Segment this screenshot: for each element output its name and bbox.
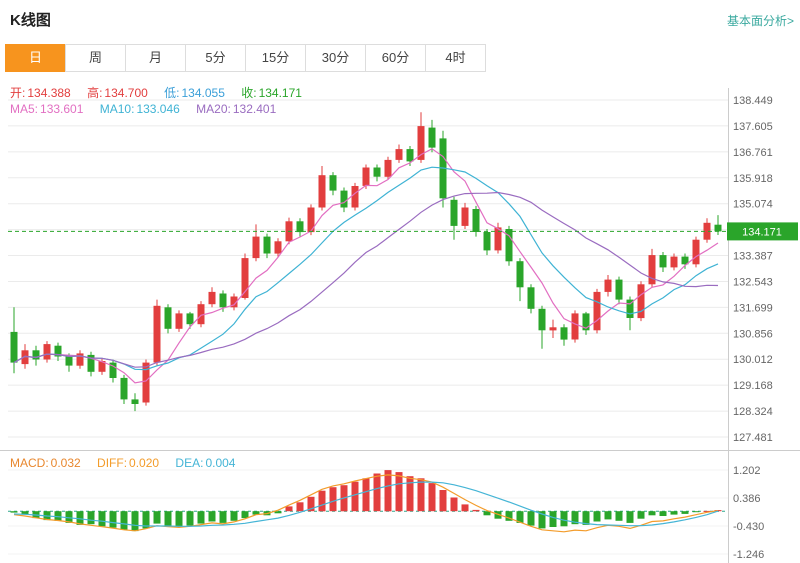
ma10-line [13,166,719,371]
tab-week[interactable]: 周 [65,44,126,72]
ma5-line [13,148,719,384]
ma5-value: 133.601 [40,102,84,116]
grid-lines [0,88,800,563]
svg-text:136.761: 136.761 [733,147,773,159]
tab-4hour[interactable]: 4时 [425,44,486,72]
svg-text:138.449: 138.449 [733,95,773,107]
svg-text:0.386: 0.386 [733,493,761,505]
tab-month[interactable]: 月 [125,44,186,72]
kline-chart[interactable]: 138.449 137.605 136.761 135.918 135.074 133.3… [0,76,800,563]
svg-text:-0.430: -0.430 [733,521,764,533]
candles [10,112,722,412]
svg-text:132.543: 132.543 [733,276,773,288]
current-price-tag: 134.171 [727,222,798,241]
diff-value: 0.020 [129,456,160,470]
tab-30min[interactable]: 30分 [305,44,366,72]
period-tabs: 日周月 5分 15分 30分 60分 4时 [5,44,486,72]
dea-label: DEA: [175,456,204,470]
diff-label: DIFF: [97,456,128,470]
svg-text:-1.246: -1.246 [733,549,764,561]
svg-text:133.387: 133.387 [733,251,773,263]
open-label: 开: [10,86,26,100]
close-label: 收: [241,86,257,100]
svg-text:128.324: 128.324 [733,406,773,418]
svg-text:130.856: 130.856 [733,328,773,340]
ma5-label: MA5: [10,102,39,116]
tab-15min[interactable]: 15分 [245,44,306,72]
ma-info: MA5: 133.601 MA10: 133.046 MA20: 132.401 [10,102,289,116]
ma20-line [13,191,719,368]
svg-text:130.012: 130.012 [733,354,773,366]
open-value: 134.388 [27,86,71,100]
close-value: 134.171 [258,86,302,100]
page-title: K线图 [10,12,51,29]
ma10-value: 133.046 [136,102,180,116]
svg-text:1.202: 1.202 [733,465,761,477]
low-value: 134.055 [181,86,225,100]
svg-text:137.605: 137.605 [733,121,773,133]
svg-text:135.074: 135.074 [733,199,773,211]
svg-text:135.918: 135.918 [733,173,773,185]
ma10-label: MA10: [99,102,135,116]
header: K线图 基本面分析> [0,0,800,40]
high-value: 134.700 [104,86,148,100]
low-label: 低: [164,86,180,100]
ohlc-info: 开: 134.388 高: 134.700 低: 134.055 收: 134.171 [10,84,315,101]
ma20-label: MA20: [196,102,231,116]
macd-label: MACD: [10,456,49,470]
macd-value: 0.032 [50,456,81,470]
high-label: 高: [87,86,103,100]
macd-bars [10,470,722,532]
fundamental-analysis-link[interactable]: 基本面分析> [726,14,794,28]
tab-60min[interactable]: 60分 [365,44,426,72]
svg-text:127.481: 127.481 [733,432,773,444]
macd-axis-labels: 1.202 0.386 -0.430 -1.246 [733,465,764,561]
dea-value: 0.004 [205,456,236,470]
tab-5min[interactable]: 5分 [185,44,246,72]
svg-text:134.171: 134.171 [742,226,782,238]
macd-info: MACD: 0.032 DIFF: 0.020 DEA: 0.004 [10,456,248,470]
svg-text:131.699: 131.699 [733,302,773,314]
chart-area: 138.449 137.605 136.761 135.918 135.074 133.3… [0,76,800,563]
ma20-value: 132.401 [232,102,277,116]
tab-day[interactable]: 日 [5,44,66,72]
diff-line [13,474,719,533]
price-axis-labels: 138.449 137.605 136.761 135.918 135.074 133.3… [733,95,773,444]
svg-text:129.168: 129.168 [733,380,773,392]
dea-line [13,481,719,527]
